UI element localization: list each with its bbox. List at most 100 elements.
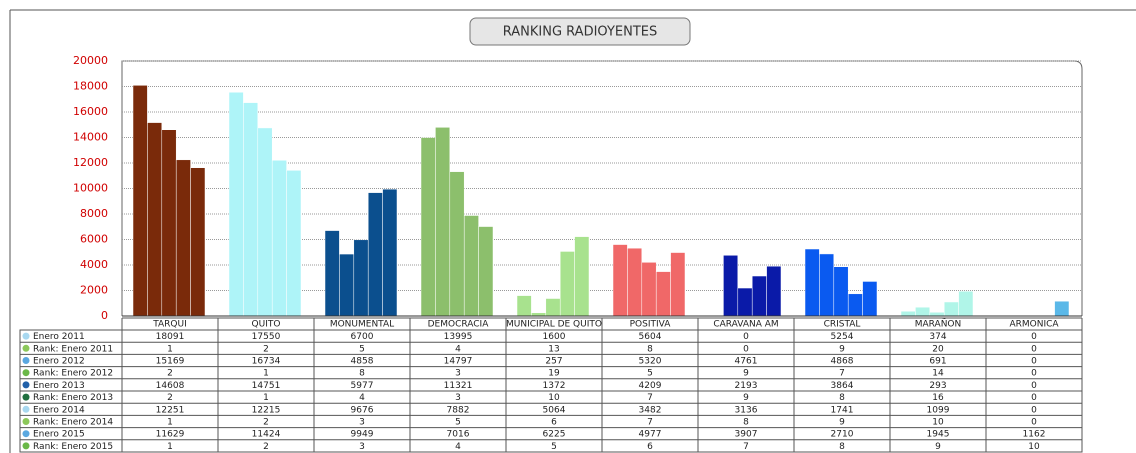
table-cell: 4 <box>455 442 461 452</box>
x-tick-label: TARQUI <box>152 320 187 330</box>
table-cell: 691 <box>929 357 946 367</box>
table-cell: 4 <box>455 344 461 354</box>
bar <box>627 247 643 317</box>
table-cell: 5 <box>551 442 557 452</box>
bar <box>862 281 878 317</box>
y-tick-label: 18000 <box>73 80 108 93</box>
bar <box>161 129 177 317</box>
legend-label: Enero 2011 <box>33 332 85 342</box>
bar <box>257 127 273 317</box>
table-cell: 16 <box>932 393 944 403</box>
table-cell: 11629 <box>156 430 185 440</box>
table-cell: 9 <box>935 442 941 452</box>
table-cell: 9 <box>839 418 845 428</box>
table-cell: 13995 <box>444 332 473 342</box>
bar <box>612 244 628 317</box>
legend-marker <box>22 357 30 364</box>
bar <box>559 251 575 317</box>
bar <box>1054 300 1070 317</box>
table-cell: 1 <box>167 344 173 354</box>
bar <box>367 192 383 317</box>
legend-marker <box>22 381 30 389</box>
table-cell: 20 <box>932 344 944 354</box>
table-cell: 1 <box>263 393 269 403</box>
table-cell: 2 <box>167 369 173 379</box>
table-cell: 8 <box>647 344 653 354</box>
bar <box>766 265 782 317</box>
table-cell: 1 <box>167 418 173 428</box>
table-cell: 6700 <box>351 332 374 342</box>
bar <box>641 262 657 317</box>
table-cell: 7 <box>647 418 653 428</box>
table-cell: 14797 <box>444 357 473 367</box>
bar <box>382 188 398 317</box>
table-cell: 5254 <box>831 332 854 342</box>
table-cell: 5 <box>647 369 653 379</box>
table-cell: 2 <box>263 418 269 428</box>
bar <box>420 137 436 317</box>
table-cell: 12251 <box>156 405 185 415</box>
bar <box>900 310 916 317</box>
bar <box>723 255 739 317</box>
table-cell: 13 <box>548 344 559 354</box>
legend-marker <box>22 430 30 438</box>
y-tick-label: 20000 <box>73 54 108 67</box>
y-tick-label: 8000 <box>80 207 108 220</box>
table-cell: 1162 <box>1023 430 1046 440</box>
table-cell: 4 <box>359 393 365 403</box>
bar <box>243 102 259 317</box>
table-cell: 9 <box>839 344 845 354</box>
table-cell: 8 <box>839 393 845 403</box>
y-tick-label: 4000 <box>80 258 108 271</box>
bar <box>435 127 451 317</box>
table-cell: 11424 <box>252 430 281 440</box>
bar <box>324 230 340 317</box>
bar <box>574 236 590 317</box>
table-cell: 2 <box>263 442 269 452</box>
table-cell: 7016 <box>447 430 470 440</box>
table-cell: 0 <box>1031 381 1037 391</box>
legend-label: Rank: Enero 2012 <box>33 369 113 379</box>
bar <box>847 293 863 317</box>
table-cell: 18091 <box>156 332 185 342</box>
table-cell: 5 <box>455 418 461 428</box>
table-cell: 10 <box>932 418 944 428</box>
table-cell: 4868 <box>831 357 854 367</box>
legend-label: Rank: Enero 2013 <box>33 393 113 403</box>
y-tick-label: 6000 <box>80 233 108 246</box>
table-cell: 15169 <box>156 357 185 367</box>
x-tick-label: DEMOCRACIA <box>428 320 490 330</box>
table-cell: 3 <box>455 393 461 403</box>
table-cell: 1 <box>167 442 173 452</box>
y-tick-label: 14000 <box>73 131 108 144</box>
bar <box>449 171 465 317</box>
bar <box>228 91 244 317</box>
bar <box>943 301 959 317</box>
table-cell: 0 <box>1031 393 1037 403</box>
table-cell: 5977 <box>351 381 374 391</box>
x-tick-label: POSITIVA <box>630 320 672 330</box>
table-cell: 0 <box>743 344 749 354</box>
bar <box>463 215 479 317</box>
table-cell: 11321 <box>444 381 473 391</box>
title-box <box>469 17 691 46</box>
bar <box>175 159 191 317</box>
x-tick-label: CRISTAL <box>824 320 861 330</box>
bar <box>190 167 206 317</box>
bar <box>958 290 974 317</box>
x-tick-label: CARAVANA AM <box>713 320 778 330</box>
table-cell: 9949 <box>351 430 374 440</box>
table-cell: 8 <box>839 442 845 452</box>
table-cell: 1741 <box>831 405 854 415</box>
table-cell: 0 <box>1031 418 1037 428</box>
table-cell: 0 <box>1031 344 1037 354</box>
x-tick-label: MARAÑON <box>915 319 962 330</box>
table-cell: 2 <box>167 393 173 403</box>
legend-label: Rank: Enero 2011 <box>33 344 113 354</box>
table-cell: 9 <box>743 369 749 379</box>
table-cell: 4209 <box>639 381 662 391</box>
bar <box>737 287 753 317</box>
bar <box>670 252 686 317</box>
table-cell: 6 <box>647 442 653 452</box>
bar <box>545 298 561 317</box>
